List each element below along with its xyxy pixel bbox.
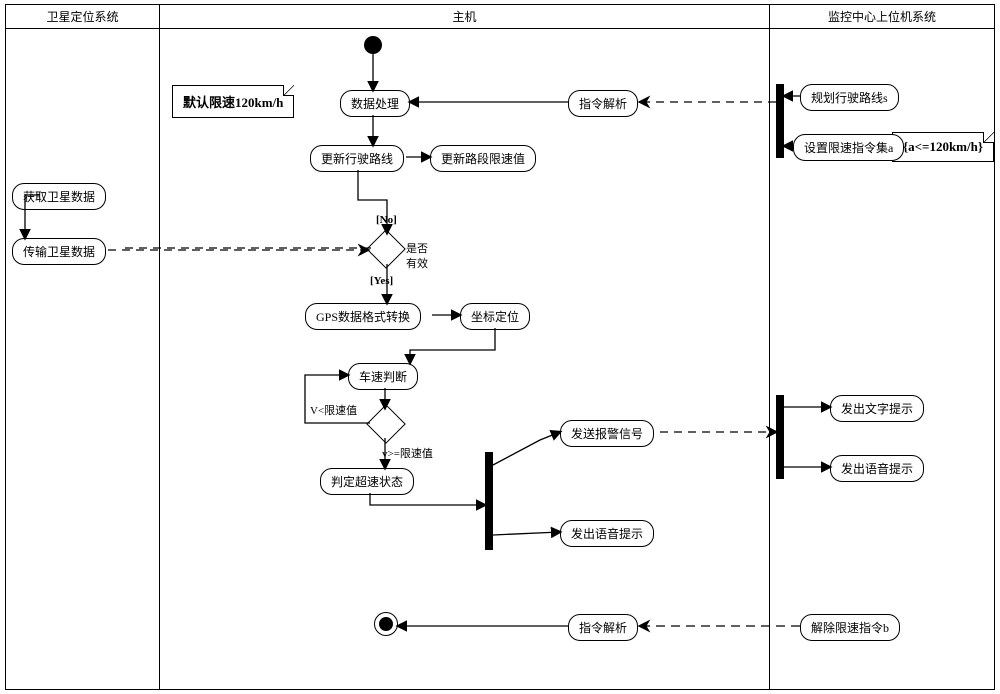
fork-right-mid: [776, 395, 784, 479]
node-cmd-parse2: 指令解析: [568, 614, 638, 641]
label-ge-limit: v>=限速值: [382, 445, 433, 461]
initial-node: [364, 36, 382, 54]
node-set-limit-a: 设置限速指令集a: [793, 134, 904, 161]
fork-host-low: [485, 452, 493, 550]
node-data-proc: 数据处理: [340, 90, 410, 117]
label-yes: [Yes]: [370, 275, 393, 287]
label-lt-limit: V<限速值: [310, 402, 357, 418]
lane-ctrl-title: 监控中心上位机系统: [770, 5, 994, 29]
node-gps-conv: GPS数据格式转换: [305, 303, 421, 330]
node-send-sat: 传输卫星数据: [12, 238, 106, 265]
lane-host-title: 主机: [160, 5, 769, 29]
node-plan-route: 规划行驶路线s: [800, 84, 899, 111]
label-valid-q1: 是否: [406, 240, 428, 256]
label-valid-q2: 有效: [406, 255, 428, 271]
node-upd-limit: 更新路段限速值: [430, 145, 536, 172]
node-coord: 坐标定位: [460, 303, 530, 330]
label-no: [No]: [376, 214, 397, 226]
node-overspeed: 判定超速状态: [320, 468, 414, 495]
note-default-limit: 默认限速120km/h: [172, 85, 294, 118]
final-node: [374, 612, 398, 636]
node-get-sat: 获取卫星数据: [12, 183, 106, 210]
node-upd-route: 更新行驶路线: [310, 145, 404, 172]
node-cmd-parse1: 指令解析: [568, 90, 638, 117]
node-speed-judge: 车速判断: [348, 363, 418, 390]
lane-gps: 卫星定位系统: [5, 4, 160, 690]
node-text-hint: 发出文字提示: [830, 395, 924, 422]
node-release-b: 解除限速指令b: [800, 614, 900, 641]
node-voice1: 发出语音提示: [560, 520, 654, 547]
node-send-alarm: 发送报警信号: [560, 420, 654, 447]
lane-gps-title: 卫星定位系统: [6, 5, 159, 29]
node-voice2: 发出语音提示: [830, 455, 924, 482]
fork-right-top: [776, 84, 784, 158]
note-a-limit: {a<=120km/h}: [892, 132, 994, 162]
